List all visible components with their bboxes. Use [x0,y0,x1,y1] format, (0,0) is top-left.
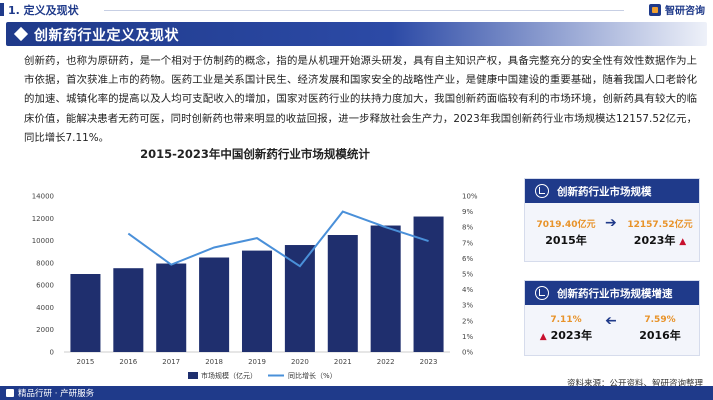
x-tick-label: 2023 [420,358,438,366]
chart-growth-icon [535,184,549,198]
top-bar: 1. 定义及现状 智研咨询 [0,0,713,20]
y-left-tick-label: 2000 [36,326,54,334]
x-tick-label: 2017 [162,358,180,366]
y-left-tick-label: 8000 [36,259,54,267]
footer-mark-icon [6,389,14,397]
y-right-tick-label: 4% [462,286,473,294]
title-banner: 创新药行业定义及现状 [6,22,707,46]
y-left-tick-label: 4000 [36,304,54,312]
y-left-tick-label: 14000 [32,193,54,201]
bar [70,274,101,352]
card-market-scale-header: 创新药行业市场规模 [525,179,699,203]
y-left-tick-label: 12000 [32,215,54,223]
bar [113,268,144,352]
page-title: 创新药行业定义及现状 [34,28,179,44]
bar [241,250,273,352]
section-title: 1. 定义及现状 [8,4,79,17]
card-market-growth-header: 创新药行业市场规模增速 [525,281,699,305]
card-market-scale: 创新药行业市场规模 7019.40亿元 2015年 ➔ 12157.52亿元 2… [524,178,700,262]
scale-right-value: 12157.52亿元 [627,220,693,230]
scale-right-year-wrap: 2023年 ▲ [625,232,695,248]
scale-left-cell: 7019.40亿元 2015年 [531,217,601,248]
card-market-growth-title: 创新药行业市场规模增速 [557,288,673,300]
y-right-tick-label: 9% [462,208,473,216]
growth-left-year: 2023年 [550,329,593,342]
market-size-chart: 0 2000 4000 6000 8000 10000 12000 14000 0% 1% 2% 3%… [32,193,478,381]
growth-right-year: 2016年 [639,329,681,342]
bar [413,216,444,352]
x-tick-label: 2015 [77,358,95,366]
scale-right-year: 2023年 [633,234,676,247]
y-right-tick-label: 8% [462,224,473,232]
legend-label-bar: 市场规模（亿元） [201,371,257,380]
arrow-up-icon: ▲ [539,332,547,342]
y-right-tick-label: 6% [462,255,473,263]
y-right-tick-label: 2% [462,317,473,325]
growth-right-value: 7.59% [644,315,676,325]
growth-left-cell: 7.11% ▲ 2023年 [531,315,601,343]
arrow-left-icon: ➔ [605,313,617,329]
bar [199,257,230,352]
x-tick-label: 2016 [119,358,137,366]
header-divider [104,10,624,11]
chart-title: 2015-2023年中国创新药行业市场规模统计 [140,147,370,161]
scale-left-year: 2015年 [545,234,587,247]
footer-bar: 精品行研 · 产研服务 [0,386,713,400]
growth-line [127,210,429,268]
legend-label-line: 同比增长（%） [288,371,337,380]
x-tick-label: 2020 [291,358,309,366]
x-tick-label: 2022 [377,358,395,366]
x-tick-label: 2019 [248,358,266,366]
growth-left-year-wrap: ▲ 2023年 [531,327,601,343]
intro-paragraph: 创新药，也称为原研药，是一个相对于仿制药的概念，指的是从机理开始源头研发，具有自… [24,55,697,144]
brand-logo-icon [649,3,661,16]
footer-text: 精品行研 · 产研服务 [18,389,95,399]
y-right-tick-label: 7% [462,239,473,247]
chart-growth-icon [535,286,549,300]
card-market-scale-title: 创新药行业市场规模 [557,186,652,198]
source-note: 资料来源：公开资料、智研咨询整理 [566,379,703,389]
x-tick-label: 2018 [205,358,223,366]
brand-name: 智研咨询 [665,6,705,17]
y-left-tick-label: 10000 [32,237,54,245]
scale-right-cell: 12157.52亿元 2023年 ▲ [625,217,695,248]
x-tick-label: 2021 [334,358,352,366]
bar [156,263,187,352]
card-market-growth: 创新药行业市场规模增速 7.11% ▲ 2023年 ➔ 7.59% 2016年 [524,280,700,356]
y-left-tick-label: 6000 [36,282,54,290]
scale-left-value: 7019.40亿元 [536,220,596,230]
growth-right-cell: 7.59% 2016年 [625,315,695,343]
y-right-tick-label: 1% [462,333,473,341]
y-right-tick-label: 5% [462,271,473,279]
arrow-right-icon: ➔ [605,215,617,231]
bar [370,225,401,352]
bar [327,235,358,352]
growth-left-value: 7.11% [550,315,582,325]
y-left-tick-label: 0 [50,349,54,357]
y-right-tick-label: 3% [462,302,473,310]
y-right-tick-label: 0% [462,349,473,357]
brand: 智研咨询 [649,2,705,17]
section-marker [0,3,4,16]
arrow-up-icon: ▲ [679,237,687,247]
bar [284,245,315,352]
diamond-bullet-icon [13,26,29,42]
legend-swatch-bar [188,372,198,379]
y-right-tick-label: 10% [462,193,478,201]
